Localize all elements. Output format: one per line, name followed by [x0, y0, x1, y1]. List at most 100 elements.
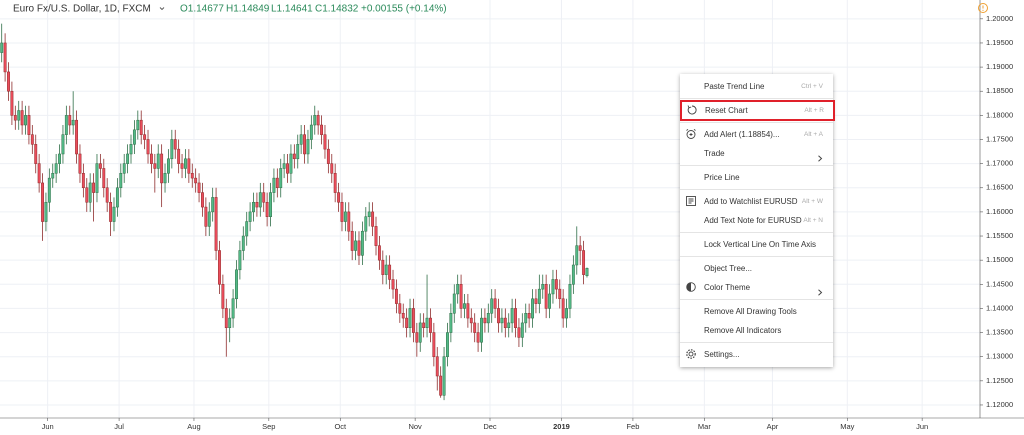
menu-item-label[interactable]: Color Theme — [704, 283, 751, 292]
y-tick-label: 1.20000 — [986, 14, 1013, 23]
candle-body — [418, 322, 422, 343]
y-tick-label: 1.14000 — [986, 303, 1013, 312]
y-tick-label: 1.14500 — [986, 279, 1013, 288]
menu-item-label[interactable]: Lock Vertical Line On Time Axis — [704, 240, 817, 249]
candle-body — [527, 313, 531, 319]
candle-body — [520, 322, 524, 338]
candle-body — [429, 317, 432, 333]
menu-shortcut: Alt + R — [804, 107, 824, 114]
candle-body — [190, 173, 194, 179]
y-tick-label: 1.16000 — [986, 207, 1013, 216]
candle-body — [7, 71, 10, 92]
candle-body — [218, 250, 221, 285]
ohlc-high: H1.14849 — [226, 4, 270, 15]
candle-body — [343, 211, 347, 222]
candle-body — [486, 313, 490, 324]
menu-icon — [686, 104, 698, 123]
candle-body — [517, 327, 521, 338]
candle-body — [507, 322, 511, 328]
candle-body — [422, 322, 426, 328]
submenu-arrow — [817, 284, 823, 303]
y-tick-label: 1.18500 — [986, 86, 1013, 95]
menu-item[interactable]: Settings... — [680, 345, 833, 364]
menu-separator — [680, 299, 833, 300]
menu-separator — [680, 256, 833, 257]
menu-item[interactable]: Color Theme — [680, 278, 833, 297]
candle-body — [0, 42, 4, 53]
menu-item[interactable]: Price Line — [680, 168, 833, 187]
y-tick-label: 1.13000 — [986, 352, 1013, 361]
candle-body — [71, 119, 75, 126]
candle-body — [17, 110, 21, 121]
candle-body — [544, 284, 548, 309]
candle-body — [109, 201, 113, 222]
menu-item[interactable]: Trade — [680, 144, 833, 163]
menu-item[interactable]: Object Tree... — [680, 259, 833, 278]
candle-body — [333, 173, 337, 193]
menu-item-label[interactable]: Add to Watchlist EURUSD — [704, 197, 798, 206]
candle-body — [500, 317, 504, 324]
candle-body — [364, 216, 368, 232]
symbol-chevron[interactable] — [159, 7, 165, 11]
candle-body — [459, 284, 463, 309]
menu-item[interactable]: Remove All Drawing Tools — [680, 302, 833, 321]
candle-body — [524, 313, 528, 324]
candle-body — [279, 168, 283, 189]
candle-body — [537, 288, 541, 304]
candle-body — [554, 279, 558, 290]
candle-body — [306, 139, 310, 155]
menu-item-label[interactable]: Trade — [704, 149, 725, 158]
ohlc-low: L1.14641 — [271, 4, 313, 15]
candle-body — [313, 115, 317, 126]
menu-item[interactable]: Add Text Note for EURUSD Alt + N — [680, 211, 833, 230]
menu-item-label[interactable]: Add Text Note for EURUSD — [704, 216, 802, 225]
menu-item-label[interactable]: Paste Trend Line — [704, 82, 765, 91]
candle-body — [463, 303, 466, 309]
y-tick-label: 1.18000 — [986, 110, 1013, 119]
menu-item-label[interactable]: Settings... — [704, 350, 740, 359]
candle-body — [78, 153, 82, 174]
candle-body — [391, 279, 395, 290]
menu-shortcut: Alt + W — [801, 198, 823, 205]
candle-body — [13, 115, 17, 121]
candle-body — [398, 303, 402, 314]
candle-body — [548, 293, 551, 309]
candle-body — [357, 240, 361, 256]
menu-item-label[interactable]: Remove All Drawing Tools — [704, 307, 797, 316]
candle-body — [166, 158, 170, 174]
y-tick-label: 1.15000 — [986, 255, 1013, 264]
menu-item[interactable]: Add Alert (1.18854)... Alt + A — [680, 125, 833, 144]
menu-item-label[interactable]: Add Alert (1.18854)... — [704, 130, 780, 139]
menu-item-label[interactable]: Remove All Indicators — [704, 326, 782, 335]
menu-item[interactable]: Paste Trend Line Ctrl + V — [680, 77, 833, 96]
candle-body — [245, 221, 249, 237]
menu-item[interactable]: Add to Watchlist EURUSD Alt + W — [680, 192, 833, 211]
menu-icon — [685, 128, 697, 147]
candle-body — [456, 284, 460, 295]
candle-body — [10, 90, 14, 116]
x-tick-label: Jun — [916, 422, 928, 431]
candle-body — [129, 144, 133, 155]
warning-icon[interactable] — [978, 3, 988, 13]
x-tick-label: Apr — [767, 422, 779, 431]
candle-body — [95, 163, 99, 193]
candle-body — [122, 163, 126, 174]
menu-item[interactable]: Reset Chart Alt + R — [680, 100, 835, 123]
menu-icon — [685, 195, 697, 214]
menu-item[interactable]: Remove All Indicators — [680, 321, 833, 340]
candle-body — [497, 308, 500, 324]
symbol-title[interactable]: Euro Fx/U.S. Dollar, 1D, FXCM — [13, 4, 151, 15]
candle-body — [275, 177, 279, 189]
menu-item-label[interactable]: Reset Chart — [705, 106, 748, 115]
candle-body — [401, 313, 405, 319]
candle-body — [449, 313, 453, 333]
candle-body — [490, 298, 494, 314]
candle-body — [58, 153, 61, 164]
candle-body — [255, 201, 259, 208]
menu-item-label[interactable]: Object Tree... — [704, 264, 753, 273]
menu-item[interactable]: Lock Vertical Line On Time Axis — [680, 235, 833, 254]
candle-body — [201, 192, 204, 208]
menu-item-label[interactable]: Price Line — [704, 173, 740, 182]
